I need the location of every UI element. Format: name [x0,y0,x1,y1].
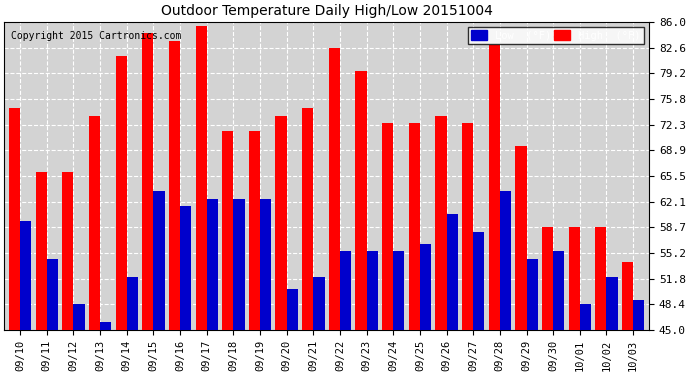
Bar [142,33,153,375]
Bar [633,300,644,375]
Bar [435,116,446,375]
Bar [393,251,404,375]
Bar [36,172,47,375]
Bar [595,227,607,375]
Bar [569,227,580,375]
Bar [515,146,526,375]
Bar [222,131,233,375]
Bar [553,251,564,375]
Bar [153,191,165,375]
Bar [420,243,431,375]
Bar [89,116,100,375]
Bar [489,45,500,375]
Bar [446,213,457,375]
Bar [622,262,633,375]
Bar [195,26,207,375]
Title: Outdoor Temperature Daily High/Low 20151004: Outdoor Temperature Daily High/Low 20151… [161,4,493,18]
Bar [607,278,618,375]
Bar [542,227,553,375]
Bar [9,108,20,375]
Bar [260,198,271,375]
Bar [207,198,218,375]
Bar [115,56,127,375]
Bar [233,198,244,375]
Bar [62,172,73,375]
Bar [73,304,85,375]
Bar [313,278,324,375]
Bar [127,278,138,375]
Bar [286,289,298,375]
Bar [500,191,511,375]
Bar [462,123,473,375]
Bar [408,123,420,375]
Bar [366,251,378,375]
Bar [382,123,393,375]
Bar [275,116,286,375]
Bar [20,221,31,375]
Bar [47,258,58,375]
Bar [526,258,538,375]
Bar [249,131,260,375]
Bar [100,322,111,375]
Legend: Low  (°F), High  (°F): Low (°F), High (°F) [468,27,644,44]
Text: Copyright 2015 Cartronics.com: Copyright 2015 Cartronics.com [10,32,181,41]
Bar [340,251,351,375]
Bar [580,304,591,375]
Bar [473,232,484,375]
Bar [169,41,180,375]
Bar [355,71,366,375]
Bar [328,48,340,375]
Bar [302,108,313,375]
Bar [180,206,191,375]
